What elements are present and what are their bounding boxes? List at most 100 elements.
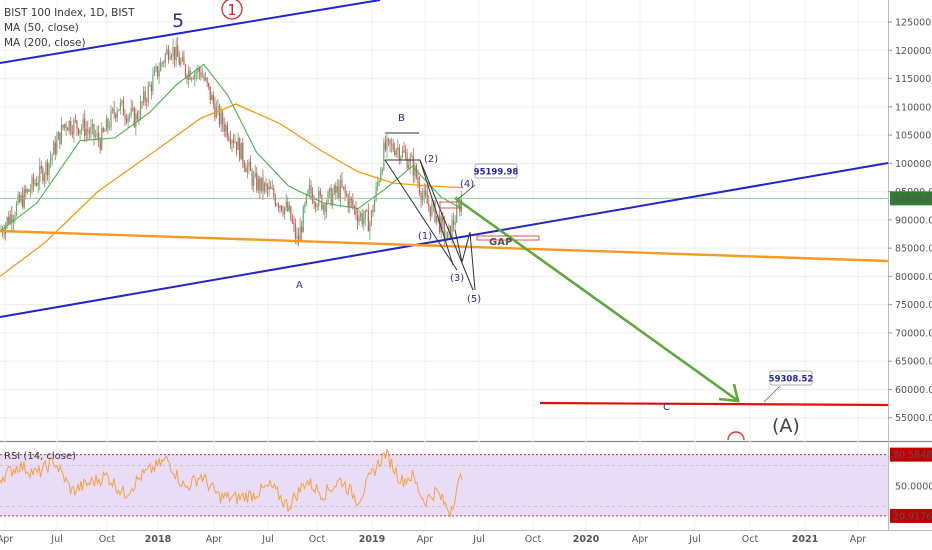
price-candle [411, 156, 413, 158]
price-candle [88, 131, 90, 134]
price-candle [404, 152, 407, 155]
price-candle [31, 177, 33, 191]
price-candle [146, 100, 148, 102]
wave-sub-4-label: (4) [460, 179, 474, 190]
price-candle [406, 154, 408, 169]
price-tick-label: 85000.00 [895, 244, 932, 255]
price-candle [386, 138, 388, 150]
price-candle [135, 113, 137, 127]
price-candle [81, 127, 83, 130]
rsi-upper-label: 80.5848 [893, 450, 932, 461]
price-candle [400, 156, 402, 160]
time-tick-label: Jul [50, 534, 62, 545]
price-candle [338, 186, 340, 199]
price-candle [403, 150, 405, 153]
price-candle [347, 195, 349, 207]
callout-pointer [457, 184, 476, 200]
price-candle [434, 201, 436, 223]
lower-trendline [0, 162, 889, 318]
price-candle [99, 140, 101, 150]
price-candle [147, 85, 149, 102]
callout-leader [763, 385, 781, 403]
rsi-lower-label: 20.9176 [893, 511, 932, 522]
rsi-lower-label-bg [890, 508, 932, 523]
price-candle [51, 154, 53, 159]
price-candle [301, 226, 303, 233]
price-candle [435, 215, 438, 223]
price-candle [290, 206, 292, 221]
price-candle [378, 181, 380, 183]
price-candle [277, 204, 280, 208]
price-candle [415, 165, 417, 178]
price-candle [118, 109, 120, 111]
callout-2-text: 59308.52 [769, 375, 814, 385]
upper-trendline [0, 0, 381, 64]
price-candle [448, 225, 450, 232]
price-pane [0, 37, 888, 277]
price-candle [307, 190, 309, 195]
price-candle [181, 56, 183, 61]
price-candle [310, 184, 312, 194]
price-candle [36, 183, 38, 186]
price-tick-label: 80000.00 [895, 272, 932, 283]
price-candle [102, 128, 104, 132]
ma50-line [0, 63, 463, 232]
wave-channel-mid [419, 159, 454, 266]
time-tick-label: Apr [632, 534, 649, 545]
wave-1-label: 1 [227, 1, 237, 19]
price-candle [355, 207, 357, 216]
price-candle [274, 196, 276, 205]
price-candle [391, 143, 393, 145]
price-candle [223, 124, 225, 132]
price-candle [234, 141, 236, 143]
price-candle [409, 157, 411, 166]
wave-channel-lower [384, 159, 458, 271]
price-candle [440, 216, 442, 233]
rsi-pane [0, 448, 888, 518]
callout-1-box [474, 163, 518, 179]
price-candle [15, 203, 18, 216]
price-candle [248, 161, 250, 167]
price-candle [183, 56, 185, 66]
callout-1-text: 95199.98 [474, 168, 519, 178]
price-candle [380, 172, 382, 182]
price-candle [322, 204, 324, 210]
price-candle [153, 69, 156, 76]
price-tick-label: 75000.00 [895, 300, 932, 311]
price-candle [177, 45, 179, 57]
price-candle [377, 182, 379, 187]
price-candle [231, 140, 233, 144]
price-candle [342, 186, 345, 188]
price-candle [392, 143, 394, 151]
price-candle [197, 68, 199, 73]
gap-box-2 [439, 201, 461, 209]
price-candle [60, 124, 63, 144]
price-candle [144, 91, 146, 101]
price-candle [325, 203, 328, 212]
price-candle [14, 215, 16, 219]
price-candle [369, 223, 371, 232]
price-candle [113, 108, 115, 115]
price-candle [169, 56, 171, 60]
price-candle [98, 132, 100, 141]
price-candle [237, 138, 239, 150]
price-candle [3, 232, 5, 234]
price-candle [6, 217, 8, 225]
price-candle [26, 189, 28, 193]
price-candle [372, 210, 374, 212]
price-candle [387, 138, 390, 140]
price-candle [446, 231, 448, 239]
price-candle [330, 188, 332, 206]
price-candle [62, 124, 64, 128]
price-candle [40, 166, 42, 169]
price-candle [335, 185, 337, 193]
price-candle [239, 138, 241, 160]
price-candle [87, 129, 89, 132]
price-candle [161, 62, 163, 64]
price-candle [367, 210, 369, 232]
price-candle [273, 188, 275, 197]
price-candle [8, 217, 10, 224]
price-candle [353, 206, 355, 208]
price-candle [420, 193, 422, 201]
rsi-legend: RSI (14, close) [4, 451, 77, 462]
